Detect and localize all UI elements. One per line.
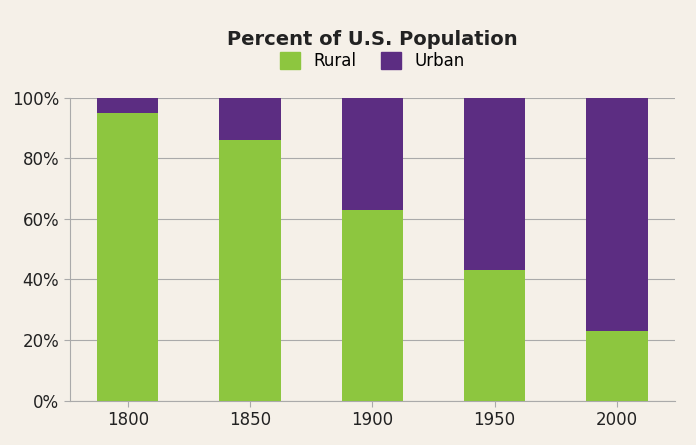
Bar [342, 210, 403, 400]
Bar [464, 271, 525, 400]
Bar [219, 98, 280, 140]
Bar [342, 98, 403, 210]
Legend: Rural, Urban: Rural, Urban [280, 52, 465, 70]
Bar [464, 98, 525, 271]
Title: Percent of U.S. Population: Percent of U.S. Population [227, 30, 518, 49]
Bar [587, 98, 647, 331]
Bar [219, 140, 280, 400]
Bar [587, 331, 647, 400]
Bar [97, 113, 158, 400]
Bar [97, 98, 158, 113]
